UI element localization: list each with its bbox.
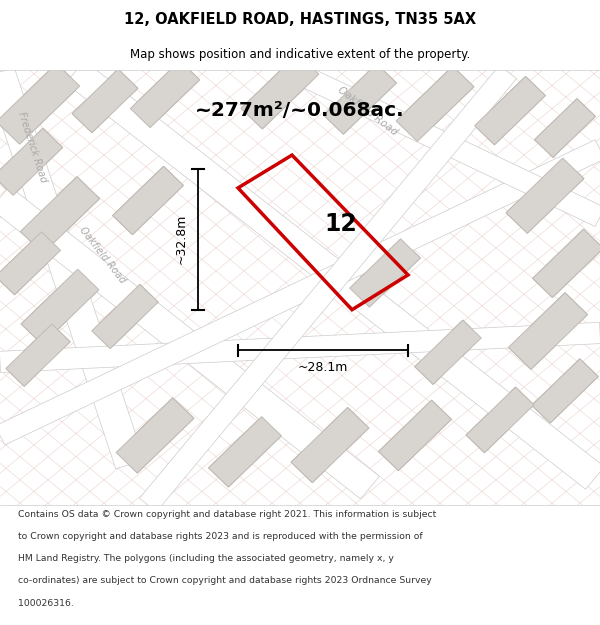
Polygon shape bbox=[415, 320, 481, 384]
Polygon shape bbox=[415, 320, 481, 384]
Polygon shape bbox=[0, 64, 80, 144]
Polygon shape bbox=[0, 232, 61, 295]
Polygon shape bbox=[209, 417, 281, 487]
Polygon shape bbox=[20, 177, 100, 253]
Polygon shape bbox=[241, 54, 319, 129]
Text: ~28.1m: ~28.1m bbox=[298, 361, 348, 374]
Polygon shape bbox=[0, 128, 62, 196]
Polygon shape bbox=[92, 284, 158, 349]
Text: 100026316.: 100026316. bbox=[18, 599, 74, 608]
Polygon shape bbox=[535, 99, 595, 158]
Polygon shape bbox=[508, 292, 587, 369]
Text: to Crown copyright and database rights 2023 and is reproduced with the permissio: to Crown copyright and database rights 2… bbox=[18, 532, 422, 541]
Polygon shape bbox=[209, 417, 281, 487]
Polygon shape bbox=[0, 186, 379, 499]
Polygon shape bbox=[65, 61, 600, 489]
Polygon shape bbox=[466, 387, 534, 452]
Polygon shape bbox=[532, 359, 598, 423]
Polygon shape bbox=[6, 324, 70, 386]
Polygon shape bbox=[290, 62, 600, 226]
Text: Frederick Road: Frederick Road bbox=[16, 111, 48, 184]
Polygon shape bbox=[241, 54, 319, 129]
Polygon shape bbox=[0, 128, 62, 196]
Polygon shape bbox=[533, 229, 600, 298]
Polygon shape bbox=[475, 76, 545, 145]
Polygon shape bbox=[0, 64, 80, 144]
Polygon shape bbox=[20, 177, 100, 253]
Polygon shape bbox=[116, 398, 194, 473]
Polygon shape bbox=[323, 64, 397, 134]
Polygon shape bbox=[0, 232, 61, 295]
Polygon shape bbox=[139, 65, 517, 512]
Polygon shape bbox=[72, 69, 138, 132]
Polygon shape bbox=[130, 61, 200, 127]
Polygon shape bbox=[0, 140, 600, 445]
Text: Oakfield Road: Oakfield Road bbox=[336, 84, 400, 137]
Text: Oakfield Road: Oakfield Road bbox=[77, 226, 127, 286]
Polygon shape bbox=[0, 322, 600, 372]
Polygon shape bbox=[323, 64, 397, 134]
Polygon shape bbox=[508, 292, 587, 369]
Polygon shape bbox=[130, 61, 200, 127]
Polygon shape bbox=[116, 398, 194, 473]
Polygon shape bbox=[291, 408, 369, 482]
Text: ~32.8m: ~32.8m bbox=[175, 214, 187, 264]
Polygon shape bbox=[379, 400, 451, 471]
Polygon shape bbox=[113, 166, 184, 234]
Text: 12: 12 bbox=[324, 212, 357, 236]
Text: Map shows position and indicative extent of the property.: Map shows position and indicative extent… bbox=[130, 48, 470, 61]
Polygon shape bbox=[396, 66, 474, 141]
Polygon shape bbox=[396, 66, 474, 141]
Polygon shape bbox=[0, 68, 144, 469]
Polygon shape bbox=[466, 387, 534, 452]
Polygon shape bbox=[475, 76, 545, 145]
Text: HM Land Registry. The polygons (including the associated geometry, namely x, y: HM Land Registry. The polygons (includin… bbox=[18, 554, 394, 563]
Polygon shape bbox=[535, 99, 595, 158]
Text: Contains OS data © Crown copyright and database right 2021. This information is : Contains OS data © Crown copyright and d… bbox=[18, 510, 436, 519]
Polygon shape bbox=[21, 269, 99, 344]
Polygon shape bbox=[113, 166, 184, 234]
Text: co-ordinates) are subject to Crown copyright and database rights 2023 Ordnance S: co-ordinates) are subject to Crown copyr… bbox=[18, 576, 432, 586]
Polygon shape bbox=[72, 69, 138, 132]
Polygon shape bbox=[532, 359, 598, 423]
Polygon shape bbox=[506, 158, 584, 233]
Polygon shape bbox=[533, 229, 600, 298]
Polygon shape bbox=[350, 239, 421, 307]
Polygon shape bbox=[350, 239, 421, 307]
Polygon shape bbox=[506, 158, 584, 233]
Polygon shape bbox=[291, 408, 369, 482]
Polygon shape bbox=[379, 400, 451, 471]
Polygon shape bbox=[21, 269, 99, 344]
Polygon shape bbox=[92, 284, 158, 349]
Text: 12, OAKFIELD ROAD, HASTINGS, TN35 5AX: 12, OAKFIELD ROAD, HASTINGS, TN35 5AX bbox=[124, 12, 476, 27]
Text: ~277m²/~0.068ac.: ~277m²/~0.068ac. bbox=[195, 101, 405, 120]
Polygon shape bbox=[6, 324, 70, 386]
